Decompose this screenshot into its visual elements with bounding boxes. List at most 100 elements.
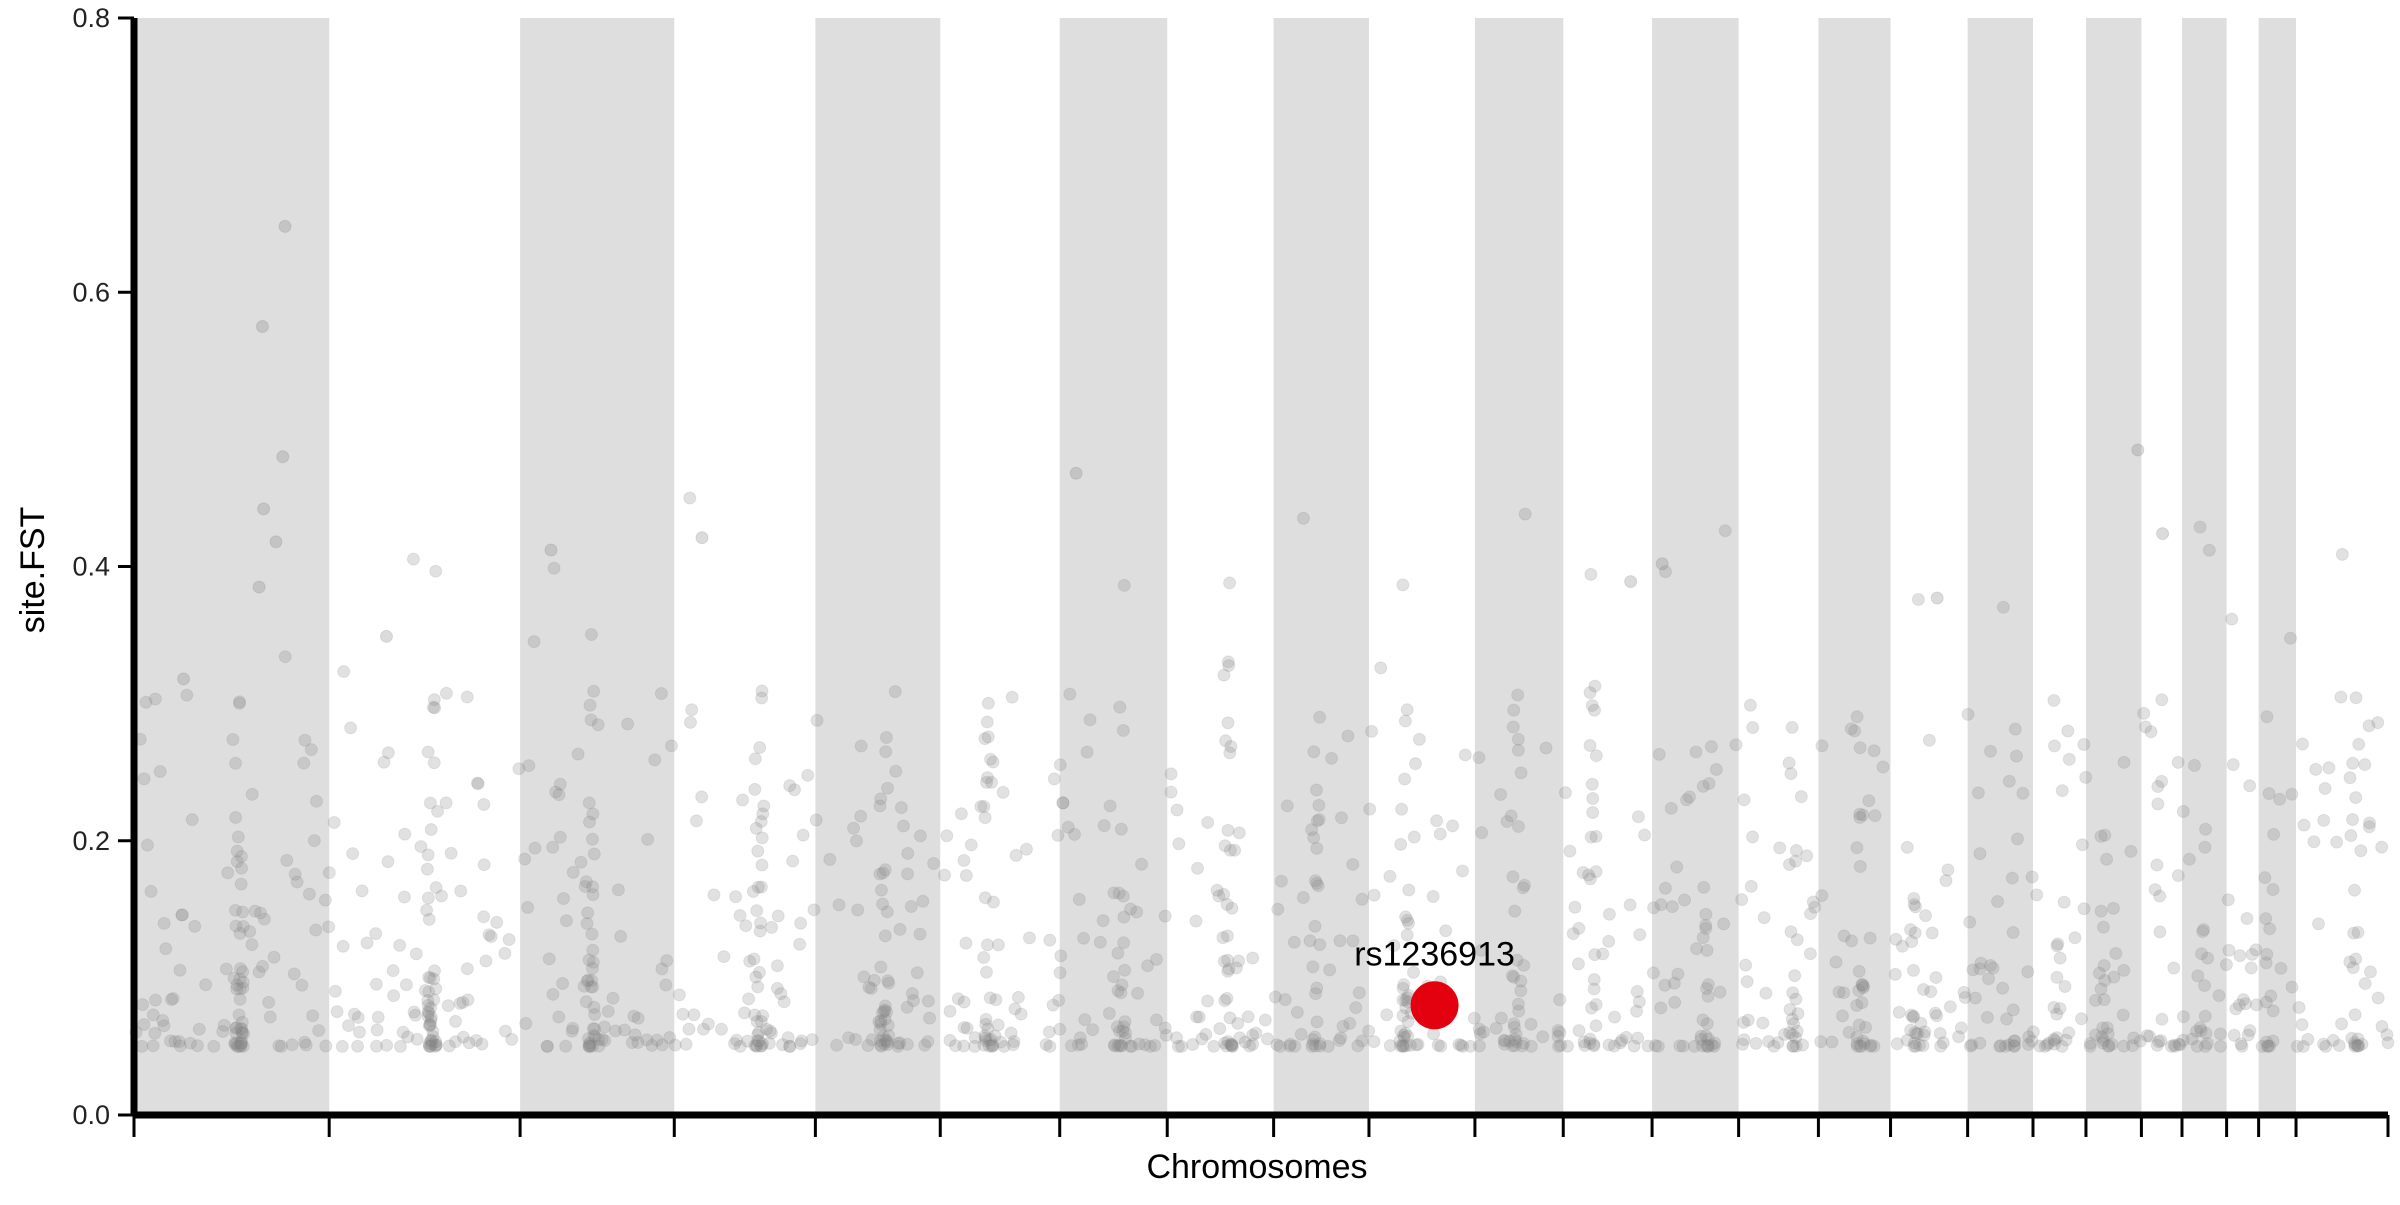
data-point: [1005, 690, 1019, 704]
data-point: [1489, 1021, 1503, 1035]
data-point: [1310, 841, 1324, 855]
data-point: [1694, 1032, 1708, 1046]
data-point: [1402, 883, 1416, 897]
data-point: [1511, 688, 1525, 702]
data-point: [977, 1038, 991, 1052]
data-point: [422, 985, 436, 999]
data-point: [749, 1038, 763, 1052]
data-point: [777, 995, 791, 1009]
data-point: [940, 829, 954, 843]
data-point: [299, 1038, 313, 1052]
data-point: [880, 1035, 894, 1049]
data-point: [477, 797, 491, 811]
data-point: [1895, 939, 1909, 953]
data-point: [873, 1023, 887, 1037]
data-point: [2351, 925, 2365, 939]
data-point: [1837, 986, 1851, 1000]
data-point: [2189, 1024, 2203, 1038]
data-point: [237, 1027, 251, 1041]
data-point: [1288, 1039, 1302, 1053]
data-point: [1290, 1005, 1304, 1019]
data-point: [574, 855, 588, 869]
data-point: [157, 1019, 171, 1033]
data-point: [1815, 739, 1829, 753]
data-point: [1380, 1008, 1394, 1022]
data-point: [736, 793, 750, 807]
data-point: [2059, 1033, 2073, 1047]
data-point: [2260, 1039, 2274, 1053]
data-point: [1771, 1036, 1785, 1050]
data-point: [2083, 1039, 2097, 1053]
data-point: [230, 1020, 244, 1034]
data-point: [2335, 547, 2349, 561]
data-point: [2260, 947, 2274, 961]
data-point: [1217, 954, 1231, 968]
data-point: [522, 759, 536, 773]
data-point: [1135, 857, 1149, 871]
data-point: [964, 838, 978, 852]
data-point: [1148, 1039, 1162, 1053]
data-point: [754, 1039, 768, 1053]
data-point: [1307, 831, 1321, 845]
data-point: [2107, 970, 2121, 984]
data-point: [2062, 752, 2076, 766]
data-point: [877, 1029, 891, 1043]
x-axis-label: Chromosomes: [1146, 1148, 1367, 1186]
data-point: [2155, 774, 2169, 788]
data-point: [1718, 524, 1732, 538]
data-point: [1855, 996, 1869, 1010]
data-point: [233, 1039, 247, 1053]
data-point: [2148, 883, 2162, 897]
data-point: [2236, 993, 2250, 1007]
highlight-point: [1410, 981, 1459, 1030]
data-point: [1053, 966, 1067, 980]
data-point: [1746, 830, 1760, 844]
data-point: [1401, 1029, 1415, 1043]
data-point: [1664, 801, 1678, 815]
data-point: [1503, 1034, 1517, 1048]
data-point: [793, 1037, 807, 1051]
data-point: [1671, 967, 1685, 981]
data-point: [1587, 703, 1601, 717]
data-point: [1890, 1037, 1904, 1051]
data-point: [1855, 977, 1869, 991]
data-point: [559, 1039, 573, 1053]
data-point: [1699, 907, 1713, 921]
data-point: [879, 1033, 893, 1047]
data-point: [1313, 1039, 1327, 1053]
data-point: [278, 219, 292, 233]
data-point: [752, 1025, 766, 1039]
data-point: [399, 978, 413, 992]
data-point: [2362, 820, 2376, 834]
data-point: [439, 796, 453, 810]
data-point: [454, 884, 468, 898]
data-point: [631, 1011, 645, 1025]
data-point: [2005, 871, 2019, 885]
data-point: [654, 686, 668, 700]
data-point: [2358, 977, 2372, 991]
data-point: [1676, 1039, 1690, 1053]
data-point: [1111, 1039, 1125, 1053]
data-point: [1699, 921, 1713, 935]
data-point: [2348, 1039, 2362, 1053]
data-point: [1835, 1009, 1849, 1023]
data-point: [1904, 1023, 1918, 1037]
data-point: [988, 1029, 1002, 1043]
data-point: [427, 972, 441, 986]
data-point: [1859, 1020, 1873, 1034]
data-point: [771, 909, 785, 923]
data-point: [2167, 1038, 2181, 1052]
data-point: [1524, 1017, 1538, 1031]
data-point: [2143, 1029, 2157, 1043]
data-point: [276, 450, 290, 464]
data-point: [1892, 1005, 1906, 1019]
data-point: [2240, 912, 2254, 926]
data-point: [918, 1038, 932, 1052]
data-point: [456, 1030, 470, 1044]
data-point: [424, 1039, 438, 1053]
data-point: [559, 914, 573, 928]
data-point: [1856, 981, 1870, 995]
data-point: [1583, 1032, 1597, 1046]
data-point: [428, 701, 442, 715]
data-point: [2362, 719, 2376, 733]
